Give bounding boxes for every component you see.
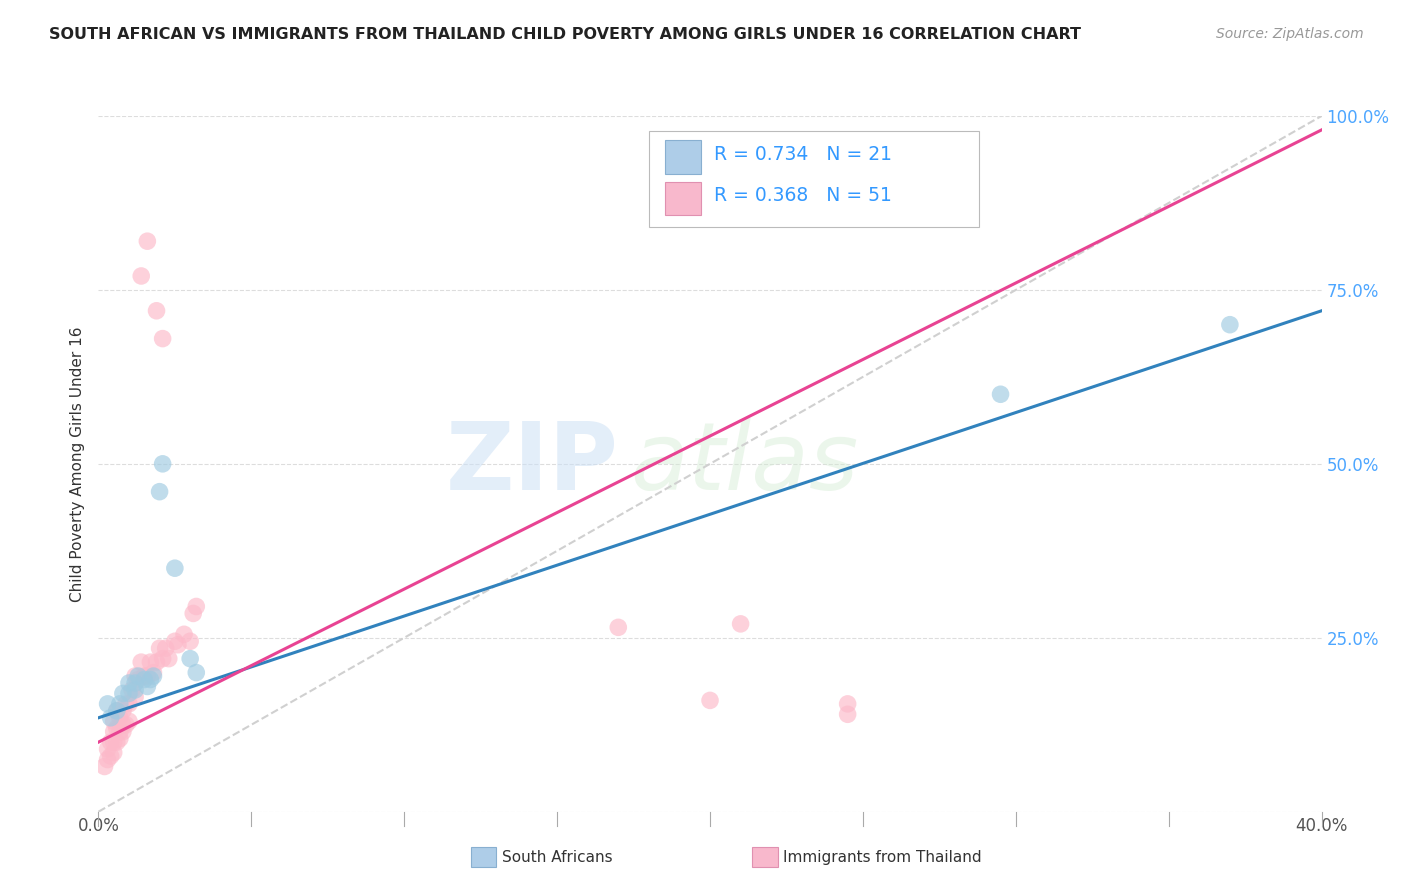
Point: [1219, 318, 1241, 332]
Point: [136, 680, 159, 694]
Point: [105, 704, 128, 718]
Point: [97, 742, 120, 756]
Point: [163, 561, 186, 575]
Point: [103, 724, 125, 739]
Point: [179, 634, 201, 648]
Point: [115, 697, 138, 711]
Point: [93, 759, 115, 773]
Point: [149, 641, 172, 656]
Text: South Africans: South Africans: [502, 850, 613, 864]
Point: [990, 387, 1012, 401]
Text: R = 0.734   N = 21: R = 0.734 N = 21: [714, 145, 891, 164]
Point: [105, 704, 128, 718]
Point: [136, 234, 159, 248]
Point: [103, 746, 125, 760]
Point: [124, 669, 146, 683]
Point: [837, 707, 859, 722]
Point: [129, 655, 152, 669]
Point: [127, 669, 149, 683]
Point: [115, 717, 138, 731]
Point: [103, 714, 125, 729]
Y-axis label: Child Poverty Among Girls Under 16: Child Poverty Among Girls Under 16: [69, 326, 84, 601]
Point: [105, 735, 128, 749]
Point: [108, 731, 131, 746]
Text: atlas: atlas: [630, 418, 859, 509]
Point: [97, 697, 120, 711]
Point: [100, 735, 122, 749]
Point: [152, 457, 174, 471]
Point: [139, 673, 162, 687]
Point: [152, 332, 174, 346]
Point: [118, 697, 141, 711]
Point: [149, 484, 172, 499]
Point: [186, 665, 208, 680]
Point: [124, 676, 146, 690]
Point: [127, 673, 149, 687]
FancyBboxPatch shape: [648, 131, 979, 227]
Point: [111, 724, 134, 739]
Point: [134, 673, 156, 687]
Point: [118, 686, 141, 700]
Point: [155, 641, 177, 656]
Point: [186, 599, 208, 614]
Point: [136, 669, 159, 683]
Point: [124, 690, 146, 704]
Point: [181, 607, 204, 621]
Point: [103, 735, 125, 749]
Text: Immigrants from Thailand: Immigrants from Thailand: [783, 850, 981, 864]
Point: [699, 693, 721, 707]
Point: [139, 655, 162, 669]
Point: [97, 753, 120, 767]
Point: [607, 620, 630, 634]
Point: [111, 686, 134, 700]
Point: [167, 638, 190, 652]
Point: [129, 268, 152, 283]
Point: [173, 627, 195, 641]
Point: [111, 717, 134, 731]
Point: [111, 704, 134, 718]
Point: [100, 711, 122, 725]
Point: [118, 676, 141, 690]
Point: [152, 651, 174, 665]
Bar: [665, 182, 702, 216]
Point: [157, 651, 180, 665]
Point: [142, 669, 165, 683]
Point: [105, 721, 128, 735]
Point: [730, 616, 752, 631]
Text: R = 0.368   N = 51: R = 0.368 N = 51: [714, 186, 891, 205]
Point: [145, 303, 167, 318]
Point: [145, 655, 167, 669]
Point: [837, 697, 859, 711]
Bar: [665, 140, 702, 174]
Point: [179, 651, 201, 665]
Text: Source: ZipAtlas.com: Source: ZipAtlas.com: [1216, 27, 1364, 41]
Point: [108, 724, 131, 739]
Point: [108, 711, 131, 725]
Point: [108, 697, 131, 711]
Point: [118, 714, 141, 729]
Text: ZIP: ZIP: [446, 417, 619, 510]
Point: [124, 683, 146, 698]
Point: [100, 749, 122, 764]
Point: [121, 683, 143, 698]
Point: [142, 665, 165, 680]
Point: [163, 634, 186, 648]
Text: SOUTH AFRICAN VS IMMIGRANTS FROM THAILAND CHILD POVERTY AMONG GIRLS UNDER 16 COR: SOUTH AFRICAN VS IMMIGRANTS FROM THAILAN…: [49, 27, 1081, 42]
Point: [134, 669, 156, 683]
